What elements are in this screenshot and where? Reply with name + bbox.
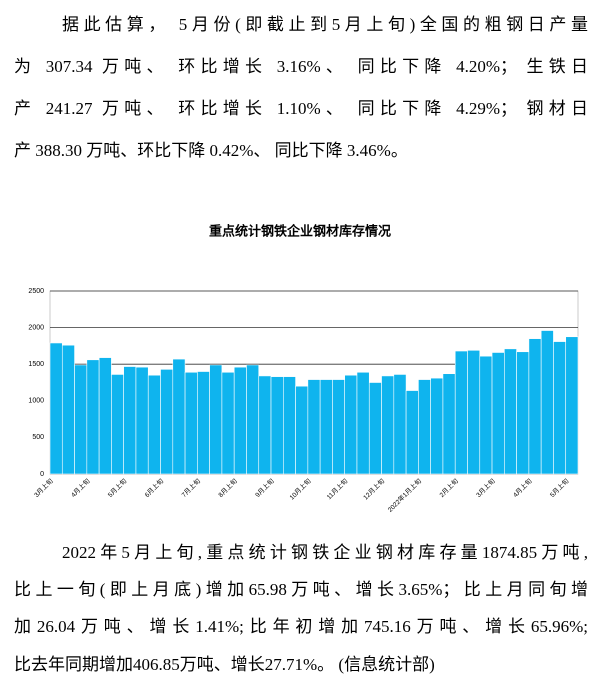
bar xyxy=(442,373,456,475)
bar xyxy=(393,374,407,475)
bar xyxy=(283,376,296,475)
bar xyxy=(368,382,382,475)
x-tick-label: 4月上旬 xyxy=(69,476,92,499)
bar xyxy=(504,348,517,475)
bar xyxy=(467,349,481,475)
text-line: 产 241.27 万吨、 环比增长 1.10%、 同比下降 4.29%； 钢材日 xyxy=(14,99,588,118)
bar xyxy=(381,375,395,475)
bar xyxy=(418,379,431,475)
x-tick-label: 10月上旬 xyxy=(287,476,313,502)
y-tick-label: 2500 xyxy=(28,288,44,295)
chart-title: 重点统计钢铁企业钢材库存情况 xyxy=(209,223,391,238)
text-line: 据此估算， 5月份(即截止到5月上旬)全国的粗钢日产量 xyxy=(62,15,588,34)
y-tick-label: 500 xyxy=(32,434,44,441)
bar xyxy=(221,371,235,475)
bar xyxy=(553,341,567,475)
bar xyxy=(454,350,468,475)
bar xyxy=(479,355,493,475)
x-tick-label: 3月上旬 xyxy=(474,476,497,499)
bar xyxy=(491,352,505,475)
y-tick-label: 2000 xyxy=(28,324,44,331)
bar xyxy=(295,385,309,475)
y-tick-label: 0 xyxy=(40,471,44,478)
bar xyxy=(111,374,124,475)
bar xyxy=(86,359,100,475)
bar xyxy=(319,379,333,475)
bar xyxy=(61,344,75,475)
x-tick-label: 7月上旬 xyxy=(179,476,202,499)
x-tick-label: 8月上旬 xyxy=(216,476,239,499)
text-line: 2022年5月上旬,重点统计钢铁企业钢材库存量1874.85万吨, xyxy=(62,543,588,562)
text-line: 为 307.34 万吨、 环比增长 3.16%、 同比下降 4.20%； 生铁日 xyxy=(14,57,588,76)
bar xyxy=(184,371,198,475)
x-tick-label: 4月上旬 xyxy=(511,476,534,499)
chart: 重点统计钢铁企业钢材库存情况 0 500 1000 1500 2000 2500 3月上旬 4… xyxy=(28,223,579,514)
bar xyxy=(332,379,345,475)
bar xyxy=(197,371,210,475)
bar xyxy=(246,364,260,475)
bar xyxy=(405,390,419,475)
x-tick-label: 2022年1月上旬 xyxy=(385,476,423,514)
x-tick-label: 5月上旬 xyxy=(106,476,129,499)
bar xyxy=(258,375,272,475)
text-line: 加26.04万吨、增长1.41%;比年初增加745.16万吨、增长65.96%; xyxy=(14,617,588,636)
bar xyxy=(123,366,137,475)
bar xyxy=(172,358,186,475)
x-tick-label: 12月上旬 xyxy=(361,476,387,502)
bar xyxy=(540,330,554,475)
bar xyxy=(135,366,149,475)
x-tick-label: 6月上旬 xyxy=(142,476,165,499)
x-tick-label: 9月上旬 xyxy=(253,476,276,499)
x-tick-label: 2月上旬 xyxy=(437,476,460,499)
bar xyxy=(344,374,358,475)
bar xyxy=(98,357,112,475)
bar xyxy=(430,377,444,475)
bar xyxy=(528,338,542,475)
bar xyxy=(356,371,370,475)
x-tick-label: 11月上旬 xyxy=(324,476,349,501)
bar xyxy=(307,379,321,475)
bar xyxy=(209,364,223,475)
text-line: 产 388.30 万吨、环比下降 0.42%、 同比下降 3.46%。 xyxy=(14,141,408,160)
bar xyxy=(160,369,174,475)
bar xyxy=(233,366,247,475)
text-line: 比去年同期增加406.85万吨、增长27.71%。 (信息统计部) xyxy=(14,655,435,674)
bar xyxy=(74,364,88,475)
text-line: 比上一旬(即上月底)增加65.98万吨、增长3.65%；比上月同旬增 xyxy=(14,580,588,599)
bar xyxy=(516,351,530,475)
bar xyxy=(270,376,284,475)
x-tick-label: 5月上旬 xyxy=(548,476,571,499)
bar xyxy=(565,336,579,475)
bar xyxy=(49,342,63,475)
bar xyxy=(147,374,161,475)
y-tick-label: 1000 xyxy=(28,398,44,405)
y-tick-label: 1500 xyxy=(28,361,44,368)
x-tick-label: 3月上旬 xyxy=(32,476,55,499)
